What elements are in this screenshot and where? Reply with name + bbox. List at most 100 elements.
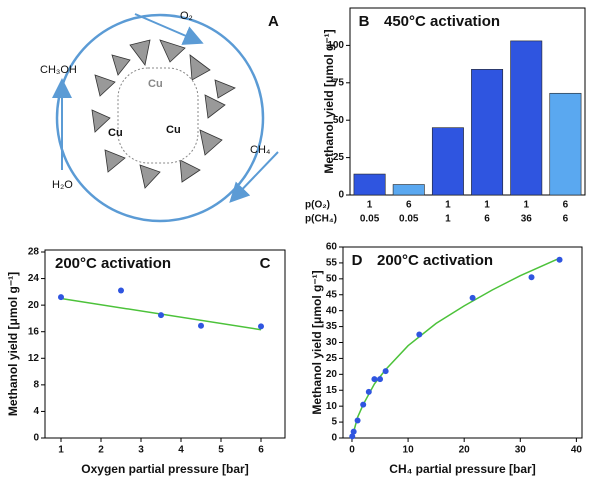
- point: [354, 417, 361, 424]
- x-tick-label: 6: [258, 445, 264, 456]
- y-tick-label: 100: [327, 40, 344, 51]
- y-tick-label: 16: [28, 326, 40, 337]
- panel-label: C: [260, 255, 271, 272]
- label: Cu: [148, 78, 163, 90]
- y-tick-label: 30: [326, 337, 338, 348]
- chart-title: 200°C activation: [377, 252, 493, 269]
- point: [158, 312, 164, 319]
- label: Cu: [166, 124, 181, 136]
- category-label: 0.05: [399, 214, 419, 225]
- y-tick-label: 50: [333, 115, 345, 126]
- bar: [431, 127, 464, 196]
- y-tick-label: 60: [326, 242, 338, 253]
- x-axis-label: CH₄ partial pressure [bar]: [389, 462, 535, 476]
- row-label: p(O₂): [305, 200, 330, 211]
- panel-a: A O₂ CH₃OH Cu Cu Cu CH₄ H₂O: [40, 10, 279, 223]
- bar: [549, 92, 582, 196]
- x-tick-label: 30: [515, 445, 527, 456]
- x-tick-label: 4: [178, 445, 184, 456]
- y-axis-label: Methanol yield [μmol g⁻¹]: [310, 270, 324, 414]
- category-label: 0.05: [360, 214, 380, 225]
- point: [258, 323, 264, 330]
- y-axis-label: Methanol yield [μmol g⁻¹]: [6, 272, 20, 416]
- y-tick-label: 15: [326, 385, 338, 396]
- arrow: [229, 151, 279, 203]
- point: [528, 274, 535, 281]
- point: [360, 401, 367, 408]
- cycle-circle: [55, 13, 265, 223]
- y-tick-label: 10: [326, 401, 338, 412]
- chart-title: 450°C activation: [384, 13, 500, 30]
- y-tick-label: 20: [326, 369, 338, 380]
- panel-label: B: [359, 13, 370, 30]
- x-tick-label: 40: [571, 445, 583, 456]
- x-tick-label: 20: [459, 445, 471, 456]
- y-tick-label: 45: [326, 289, 338, 300]
- point: [365, 388, 372, 395]
- point: [350, 428, 357, 435]
- framework: [91, 39, 236, 189]
- x-tick-label: 2: [98, 445, 104, 456]
- y-tick-label: 0: [33, 433, 39, 444]
- y-tick-label: 25: [326, 353, 338, 364]
- category-label: 1: [445, 200, 451, 211]
- y-tick-label: 20: [28, 300, 40, 311]
- y-tick-label: 35: [326, 321, 338, 332]
- y-axis-label: Methanol yield [μmol g⁻¹]: [322, 29, 336, 173]
- y-tick-label: 75: [333, 77, 345, 88]
- category-label: 1: [367, 200, 373, 211]
- point: [58, 294, 64, 301]
- y-tick-label: 25: [333, 152, 345, 163]
- y-tick-label: 28: [28, 247, 40, 258]
- category-label: 6: [484, 214, 490, 225]
- row-label: p(CH₄): [305, 214, 337, 225]
- label: CH₃OH: [40, 64, 77, 76]
- y-tick-label: 0: [338, 190, 344, 201]
- y-tick-label: 40: [326, 305, 338, 316]
- x-axis-label: Oxygen partial pressure [bar]: [81, 462, 248, 476]
- y-tick-label: 5: [331, 417, 337, 428]
- bar: [353, 173, 386, 196]
- x-tick-label: 10: [403, 445, 415, 456]
- bar: [471, 69, 504, 196]
- category-label: 6: [406, 200, 412, 211]
- plot-frame: [349, 7, 586, 196]
- category-label: 1: [445, 214, 451, 225]
- point: [371, 376, 378, 383]
- y-tick-label: 24: [28, 273, 40, 284]
- point: [416, 331, 423, 338]
- label: H₂O: [52, 179, 73, 191]
- category-label: 6: [563, 214, 569, 225]
- point: [377, 376, 384, 383]
- y-tick-label: 4: [33, 406, 39, 417]
- label: O₂: [180, 10, 193, 22]
- point: [349, 433, 356, 440]
- category-label: 36: [521, 214, 533, 225]
- arrow: [134, 13, 204, 45]
- fit-line: [351, 257, 560, 439]
- plot-frame: [342, 246, 583, 439]
- y-tick-label: 8: [33, 379, 39, 390]
- category-label: 1: [484, 200, 490, 211]
- bar: [392, 184, 425, 196]
- category-label: 6: [563, 200, 569, 211]
- point: [118, 287, 124, 294]
- y-tick-label: 55: [326, 258, 338, 269]
- point: [469, 294, 476, 301]
- label: CH₄: [250, 144, 271, 156]
- panel-label: D: [352, 252, 363, 269]
- x-tick-label: 3: [138, 445, 144, 456]
- y-tick-label: 0: [331, 433, 337, 444]
- x-tick-label: 1: [58, 445, 64, 456]
- x-tick-label: 0: [349, 445, 355, 456]
- y-tick-label: 12: [28, 353, 40, 364]
- label: Cu: [108, 127, 123, 139]
- category-label: 1: [523, 200, 529, 211]
- point: [198, 322, 204, 329]
- y-tick-label: 50: [326, 273, 338, 284]
- bar: [510, 40, 543, 196]
- panel-label: A: [268, 13, 279, 30]
- point: [382, 368, 389, 375]
- plot-frame: [44, 249, 286, 439]
